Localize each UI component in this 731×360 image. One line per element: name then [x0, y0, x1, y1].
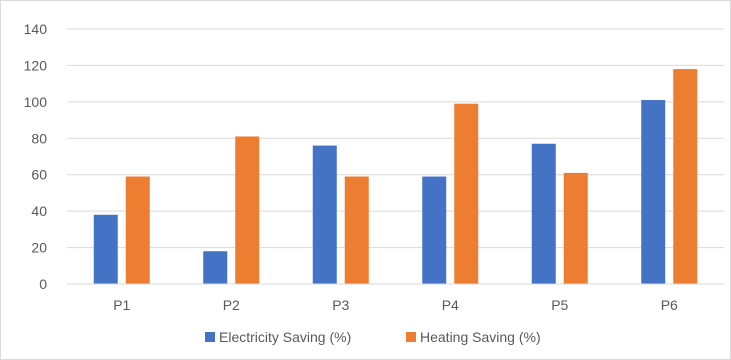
bar-heating-p3	[344, 176, 369, 284]
x-tick-label: P5	[551, 297, 568, 313]
bar-electricity-p6	[641, 100, 666, 285]
gridlines	[67, 28, 724, 249]
y-tick-label: 80	[31, 130, 47, 146]
bar-heating-p6	[673, 69, 698, 284]
bars	[93, 69, 698, 285]
x-tick-label: P1	[113, 297, 130, 313]
legend-label: Electricity Saving (%)	[219, 329, 351, 345]
bar-electricity-p4	[422, 176, 447, 284]
x-tick-label: P3	[332, 297, 349, 313]
bar-electricity-p1	[93, 214, 118, 284]
bar-electricity-p3	[312, 145, 337, 284]
bar-electricity-p2	[203, 251, 228, 284]
bar-heating-p1	[125, 176, 150, 284]
bar-heating-p5	[563, 172, 588, 284]
legend-swatch	[406, 332, 416, 342]
legend-swatch	[205, 332, 215, 342]
legend: Electricity Saving (%) Heating Saving (%)	[205, 329, 541, 345]
y-tick-label: 140	[24, 21, 48, 37]
x-tick-label: P2	[223, 297, 240, 313]
x-tick-label: P6	[661, 297, 678, 313]
y-tick-label: 60	[31, 167, 47, 183]
x-axis: P1 P2 P3 P4 P5 P6	[67, 283, 724, 313]
bar-heating-p2	[235, 136, 260, 284]
y-tick-label: 20	[31, 240, 47, 256]
bar-heating-p4	[454, 103, 479, 284]
bar-electricity-p5	[531, 143, 556, 284]
y-tick-label: 120	[24, 57, 48, 73]
y-axis: 0 20 40 60 80 100 120 140	[24, 21, 48, 292]
y-tick-label: 100	[24, 94, 48, 110]
legend-label: Heating Saving (%)	[420, 329, 541, 345]
y-tick-label: 0	[39, 276, 47, 292]
y-tick-label: 40	[31, 203, 47, 219]
x-tick-label: P4	[442, 297, 459, 313]
